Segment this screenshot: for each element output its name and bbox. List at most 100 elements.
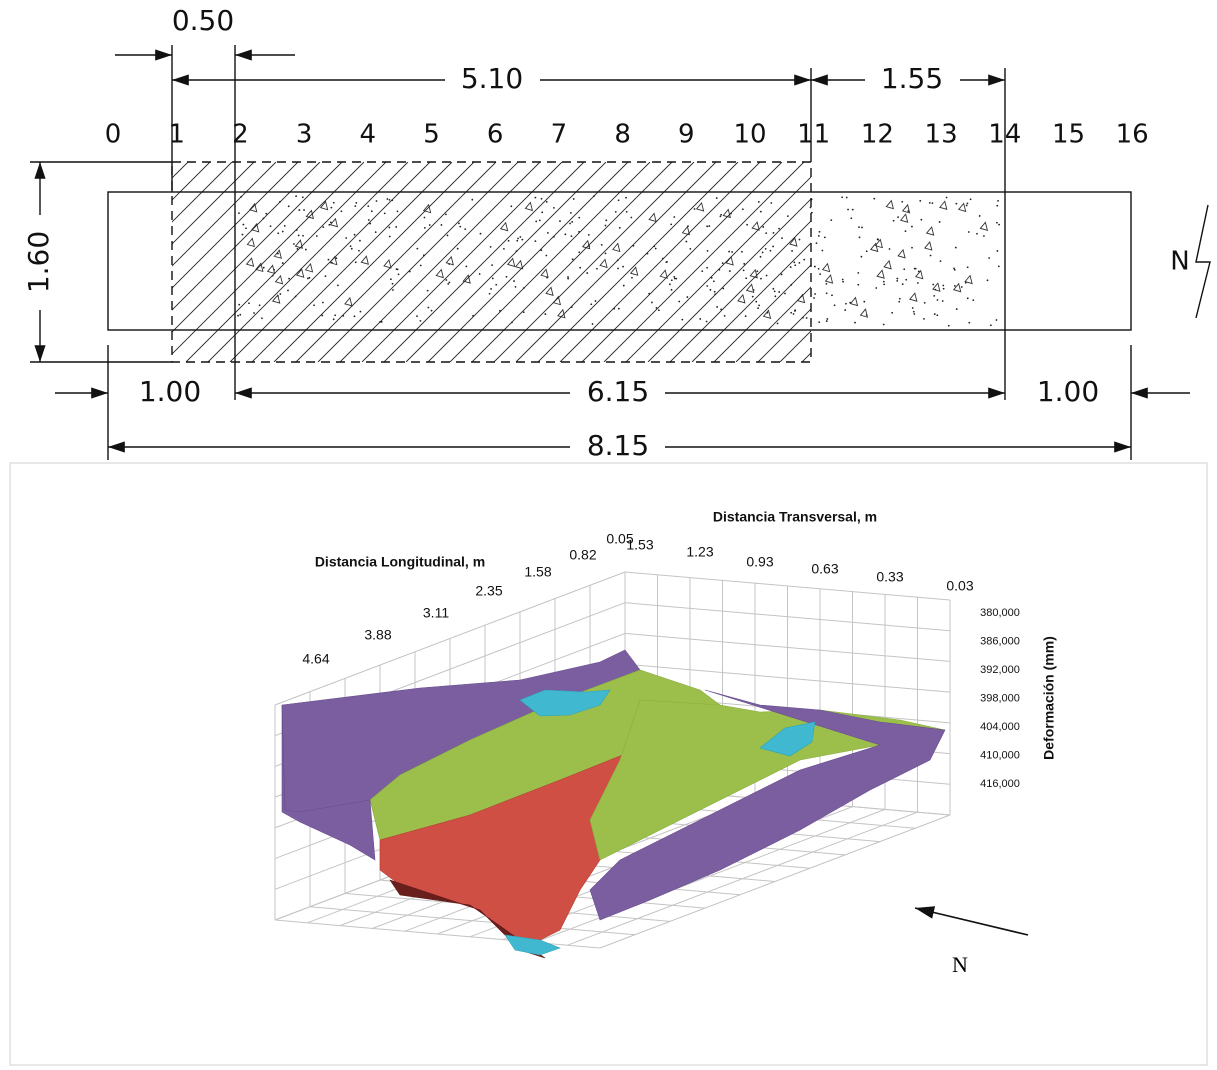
- station-label: 11: [797, 120, 830, 150]
- stipple-dot: [431, 310, 433, 312]
- aggregate: [980, 222, 987, 230]
- stipple-dot: [919, 200, 921, 202]
- stipple-dot: [569, 223, 571, 225]
- station-label: 5: [423, 120, 440, 150]
- stipple-dot: [302, 235, 304, 237]
- stipple-dot: [626, 211, 628, 213]
- aggregate: [321, 202, 328, 210]
- stipple-dot: [905, 230, 907, 232]
- aggregate: [886, 201, 893, 209]
- stipple-dot: [564, 233, 566, 235]
- aggregate: [649, 213, 656, 221]
- aggregate: [790, 238, 797, 246]
- stipple-dot: [988, 257, 990, 259]
- stipple-dot: [857, 272, 859, 274]
- stipple-dot: [631, 277, 633, 279]
- stipple-dot: [826, 292, 828, 294]
- stipple-dot: [567, 276, 569, 278]
- hatch-line: [0, 162, 122, 362]
- stipple-dot: [309, 277, 311, 279]
- stipple-dot: [673, 276, 675, 278]
- stipple-dot: [447, 283, 449, 285]
- stipple-dot: [701, 270, 703, 272]
- stipple-dot: [521, 239, 523, 241]
- stipple-dot: [821, 250, 823, 252]
- stipple-dot: [546, 201, 548, 203]
- stipple-dot: [743, 263, 745, 265]
- stipple-dot: [590, 303, 592, 305]
- stipple-dot: [670, 223, 672, 225]
- stipple-dot: [830, 219, 832, 221]
- stipple-dot: [996, 319, 998, 321]
- aggregate: [553, 297, 560, 305]
- stipple-dot: [719, 215, 721, 217]
- aggregate: [436, 270, 443, 278]
- stipple-dot: [586, 272, 588, 274]
- stipple-dot: [651, 302, 653, 304]
- aggregate: [851, 298, 858, 306]
- stipple-dot: [897, 216, 899, 218]
- stipple-dot: [842, 279, 844, 281]
- stipple-dot: [573, 198, 575, 200]
- x-tick-label: 3.11: [423, 605, 449, 621]
- stipple-dot: [517, 238, 519, 240]
- stipple-dot: [515, 286, 517, 288]
- stipple-dot: [902, 283, 904, 285]
- y-tick-label: 1.23: [686, 544, 713, 560]
- stipple-dot: [778, 291, 780, 293]
- stipple-dot: [681, 319, 683, 321]
- stipple-dot: [933, 295, 935, 297]
- stipple-dot: [760, 256, 762, 258]
- stipple-dot: [930, 255, 932, 257]
- stipple-dot: [713, 280, 715, 282]
- stipple-dot: [708, 225, 710, 227]
- stipple-dot: [479, 273, 481, 275]
- station-label: 14: [988, 120, 1021, 150]
- stipple-dot: [245, 227, 247, 229]
- station-label: 6: [487, 120, 504, 150]
- stipple-dot: [762, 252, 764, 254]
- stipple-dot: [803, 259, 805, 261]
- stipple-dot: [883, 324, 885, 326]
- stipple-dot: [559, 220, 561, 222]
- y-tick-label: 0.63: [811, 561, 838, 577]
- stipple-dot: [979, 215, 981, 217]
- stipple-dot: [544, 313, 546, 315]
- aggregate: [345, 298, 352, 306]
- stipple-dot: [341, 210, 343, 212]
- stipple-dot: [464, 228, 466, 230]
- stipple-dot: [987, 279, 989, 281]
- stipple-dot: [395, 226, 397, 228]
- stipple-dot: [954, 269, 956, 271]
- stipple-dot: [523, 311, 525, 313]
- y-tick-label: 1.53: [626, 537, 653, 553]
- stipple-dot: [547, 232, 549, 234]
- stipple-dot: [716, 197, 718, 199]
- stipple-dot: [873, 198, 875, 200]
- stipple-dot: [359, 240, 361, 242]
- stipple-dot: [615, 211, 617, 213]
- stipple-dot: [781, 237, 783, 239]
- stipple-dot: [791, 250, 793, 252]
- stipple-dot: [534, 240, 536, 242]
- stipple-dot: [293, 243, 295, 245]
- aggregate: [916, 271, 923, 279]
- x-tick-label: 0.82: [569, 547, 596, 563]
- stipple-dot: [755, 301, 757, 303]
- stipple-dot: [824, 236, 826, 238]
- aggregate: [750, 270, 757, 278]
- stipple-dot: [706, 285, 708, 287]
- dimension-label: 5.10: [461, 62, 523, 95]
- station-label: 2: [232, 120, 249, 150]
- stipple-dot: [685, 241, 687, 243]
- aggregate: [525, 202, 532, 210]
- stipple-dot: [716, 306, 718, 308]
- stipple-dot: [307, 278, 309, 280]
- stipple-dot: [970, 198, 972, 200]
- stipple-dot: [579, 267, 581, 269]
- axis-title: Distancia Longitudinal, m: [315, 554, 485, 570]
- z-tick-label: 416,000: [980, 778, 1020, 790]
- stipple-dot: [694, 208, 696, 210]
- aggregate: [306, 210, 313, 218]
- stipple-dot: [328, 259, 330, 261]
